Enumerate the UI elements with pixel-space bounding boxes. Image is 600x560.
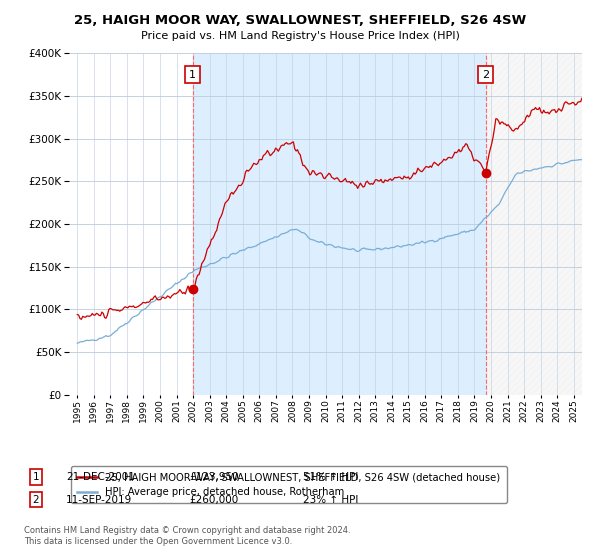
Bar	[486, 53, 582, 395]
Text: 23% ↑ HPI: 23% ↑ HPI	[303, 494, 358, 505]
Text: Contains HM Land Registry data © Crown copyright and database right 2024.
This d: Contains HM Land Registry data © Crown c…	[24, 526, 350, 546]
Text: £260,000: £260,000	[189, 494, 238, 505]
Text: 2: 2	[482, 69, 490, 80]
Text: 1: 1	[189, 69, 196, 80]
Text: 25, HAIGH MOOR WAY, SWALLOWNEST, SHEFFIELD, S26 4SW: 25, HAIGH MOOR WAY, SWALLOWNEST, SHEFFIE…	[74, 14, 526, 27]
Legend: 25, HAIGH MOOR WAY, SWALLOWNEST, SHEFFIELD, S26 4SW (detached house), HPI: Avera: 25, HAIGH MOOR WAY, SWALLOWNEST, SHEFFIE…	[71, 466, 506, 503]
Text: Price paid vs. HM Land Registry's House Price Index (HPI): Price paid vs. HM Land Registry's House …	[140, 31, 460, 41]
Text: 51% ↑ HPI: 51% ↑ HPI	[303, 472, 358, 482]
Text: 2: 2	[32, 494, 40, 505]
Text: 11-SEP-2019: 11-SEP-2019	[66, 494, 132, 505]
Text: £123,950: £123,950	[189, 472, 239, 482]
Text: 21-DEC-2001: 21-DEC-2001	[66, 472, 135, 482]
Text: 1: 1	[32, 472, 40, 482]
Bar	[193, 53, 486, 395]
